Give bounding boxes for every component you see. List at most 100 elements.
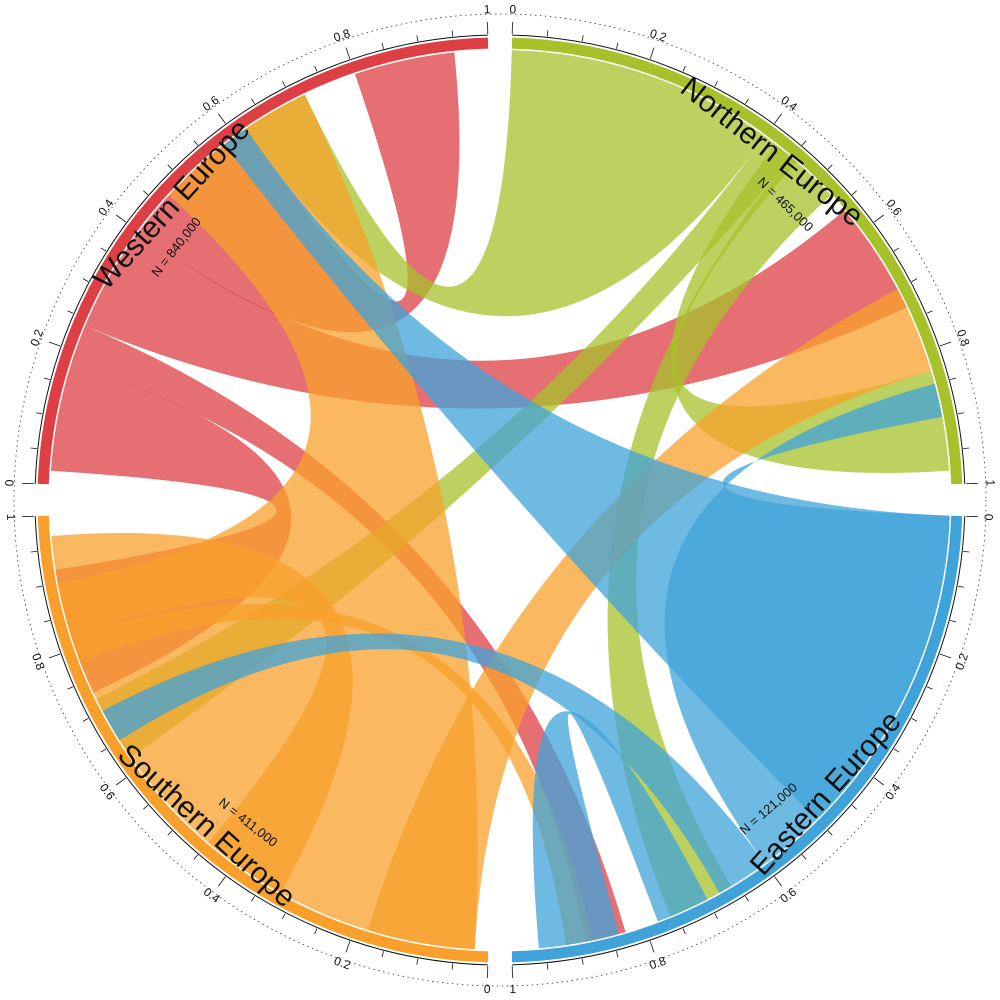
tick-mark: [873, 214, 884, 223]
ribbon-eastern-europe-to-southern-europe: [102, 633, 766, 893]
tick-mark: [218, 876, 226, 887]
ribbon-northern-europe-to-eastern-europe: [607, 157, 831, 917]
tick-mark: [416, 958, 419, 965]
tick-label: 0.6: [97, 781, 118, 803]
tick-mark: [581, 958, 584, 965]
tick-label: 0.6: [883, 196, 904, 218]
ribbon-western-europe-to-northern-europe: [85, 210, 907, 409]
tick-mark: [43, 377, 50, 380]
tick-mark: [30, 447, 37, 450]
tick-mark: [100, 247, 107, 252]
tick-mark: [143, 190, 149, 196]
tick-label: 0.8: [954, 328, 973, 349]
tick-mark: [546, 30, 549, 37]
tick-mark: [682, 928, 686, 935]
outer-dotted-ring: [13, 13, 987, 987]
tick-mark: [801, 140, 807, 146]
tick-mark: [950, 620, 957, 623]
tick-mark: [345, 47, 351, 59]
tick-mark: [82, 718, 89, 722]
tick-label: 0.2: [648, 26, 669, 45]
tick-mark: [36, 412, 43, 415]
tick-mark: [682, 65, 686, 72]
tick-mark: [546, 963, 549, 970]
tick-label: 1: [4, 513, 18, 520]
tick-mark: [251, 895, 255, 902]
tick-mark: [48, 653, 61, 659]
tick-mark: [416, 35, 419, 42]
tick-label: 0.8: [29, 651, 48, 672]
tick-label: 0.8: [647, 954, 668, 973]
tick-mark: [649, 47, 655, 59]
tick-mark: [957, 412, 964, 415]
tick-mark: [282, 913, 286, 920]
ribbon-eastern-europe-to-northern-europe: [664, 383, 950, 864]
ribbon-southern-europe-to-eastern-europe: [70, 603, 593, 946]
tick-mark: [774, 876, 782, 887]
tick-mark: [314, 928, 318, 935]
tick-label: 0.8: [332, 26, 353, 45]
tick-label: 0.4: [882, 781, 903, 803]
tick-label: 0.4: [778, 93, 800, 114]
tick-mark: [926, 686, 933, 690]
tick-mark: [893, 748, 900, 753]
tick-label: 1: [983, 479, 997, 486]
tick-mark: [82, 278, 89, 282]
tick-mark: [827, 830, 833, 836]
tick-mark: [963, 447, 970, 450]
tick-mark: [67, 310, 74, 314]
tick-mark: [218, 113, 226, 124]
tick-label: 0.4: [201, 885, 223, 906]
tick-label: 0.2: [27, 327, 46, 348]
tick-mark: [774, 113, 782, 124]
tick-mark: [116, 214, 127, 223]
tick-mark: [926, 310, 933, 314]
region-arcs: [34, 34, 966, 966]
tick-mark: [851, 190, 857, 196]
tick-mark: [714, 80, 718, 87]
ribbon-southern-europe-to-northern-europe: [367, 289, 932, 950]
tick-mark: [251, 98, 255, 105]
ribbon-eastern-europe-to-eastern-europe: [532, 711, 708, 949]
arc-southern-europe: [37, 515, 489, 963]
tick-label: 0.2: [952, 651, 971, 672]
outer-ring-circle: [13, 13, 987, 987]
arc-western-europe: [37, 37, 489, 485]
tick-mark: [143, 804, 149, 810]
tick-mark: [801, 854, 807, 860]
tick-mark: [745, 895, 749, 902]
arc-edge-eastern-europe: [512, 516, 966, 966]
tick-mark: [100, 748, 107, 753]
tick-mark: [911, 278, 918, 282]
tick-mark: [43, 620, 50, 623]
chord-ribbons: [50, 50, 950, 950]
tick-mark: [893, 247, 900, 252]
tick-mark: [873, 777, 884, 786]
tick-label: 0.6: [777, 884, 799, 905]
tick-label: 0: [2, 479, 16, 486]
tick-mark: [827, 164, 833, 170]
ribbon-southern-europe-to-southern-europe: [51, 533, 353, 893]
tick-mark: [451, 963, 454, 970]
tick-mark: [581, 35, 584, 42]
tick-label: 0: [982, 513, 996, 520]
tick-mark: [345, 941, 351, 953]
tick-mark: [193, 854, 199, 860]
tick-label: 1: [509, 982, 516, 996]
arc-edge-northern-europe: [512, 34, 966, 484]
tick-mark: [745, 98, 749, 105]
tick-mark: [193, 140, 199, 146]
tick-mark: [67, 686, 74, 690]
tick-mark: [950, 377, 957, 380]
arc-edge-southern-europe: [34, 516, 488, 966]
arc-edge-western-europe: [34, 34, 488, 484]
tick-mark: [939, 653, 952, 659]
tick-mark: [963, 550, 970, 553]
tick-label: 0.2: [332, 954, 353, 973]
tick-mark: [616, 951, 619, 958]
tick-mark: [381, 951, 384, 958]
tick-mark: [939, 341, 952, 347]
tick-mark: [167, 164, 173, 170]
arc-eastern-europe: [511, 515, 963, 963]
